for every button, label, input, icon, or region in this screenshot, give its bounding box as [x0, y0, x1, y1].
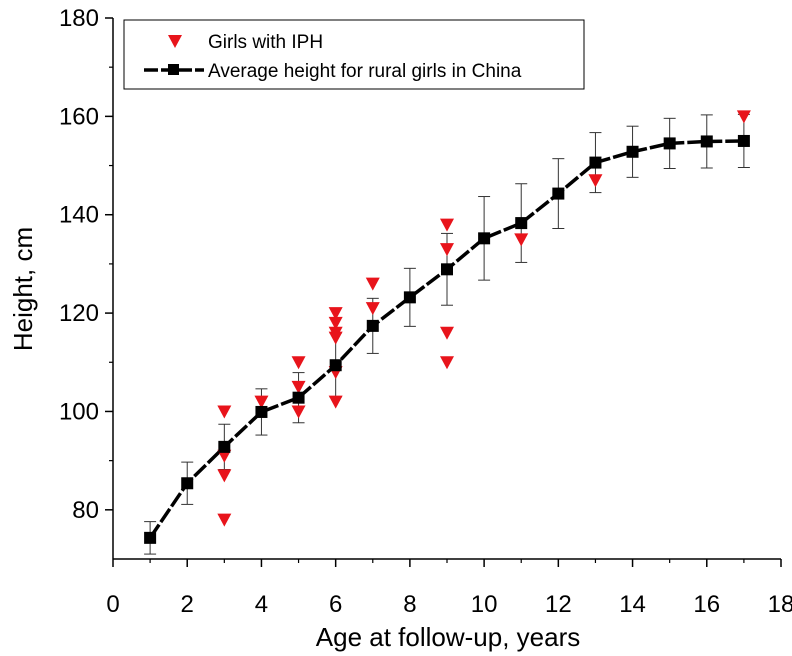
- average-point: [626, 145, 639, 158]
- average-point: [552, 187, 565, 200]
- iph-point: [365, 277, 380, 291]
- average-point: [700, 135, 713, 148]
- x-tick-label: 6: [329, 591, 342, 618]
- average-point: [478, 232, 491, 245]
- average-point: [403, 291, 416, 304]
- iph-point: [217, 449, 232, 463]
- iph-point: [440, 356, 454, 370]
- average-point: [737, 134, 750, 147]
- average-point: [255, 405, 268, 418]
- iph-point: [291, 356, 306, 370]
- legend-box: [123, 19, 585, 90]
- average-point: [218, 440, 231, 453]
- average-point: [663, 137, 676, 150]
- average-point: [366, 319, 379, 332]
- y-tick-label: 160: [59, 103, 99, 130]
- iph-point: [736, 110, 751, 124]
- x-tick-label: 10: [471, 591, 498, 618]
- iph-point: [440, 243, 454, 257]
- x-tick-label: 16: [693, 591, 720, 618]
- iph-point: [291, 380, 306, 394]
- average-point: [144, 531, 157, 544]
- legend-average-marker: [168, 64, 179, 75]
- average-point: [181, 477, 194, 490]
- iph-point: [328, 331, 343, 345]
- average-point: [589, 156, 602, 169]
- y-tick-label: 180: [59, 5, 99, 32]
- iph-point: [328, 307, 343, 321]
- iph-point: [365, 302, 380, 316]
- iph-point: [291, 405, 306, 419]
- x-tick-label: 12: [545, 591, 572, 618]
- x-axis-label: Age at follow-up, years: [316, 622, 580, 652]
- average-point: [329, 359, 342, 372]
- iph-point: [217, 469, 232, 483]
- legend-average-label: Average height for rural girls in China: [208, 61, 522, 82]
- axes: 0 2 4 6 8 10 12 14 16 18 80 100 120 140 160 180: [59, 5, 792, 618]
- y-tick-label: 120: [59, 300, 99, 327]
- iph-point: [217, 513, 232, 527]
- x-tick-label: 0: [106, 591, 119, 618]
- y-tick-label: 100: [59, 398, 99, 425]
- iph-point: [514, 233, 529, 247]
- legend-iph-label: Girls with IPH: [208, 32, 323, 53]
- x-tick-label: 8: [403, 591, 416, 618]
- x-tick-label: 4: [255, 591, 268, 618]
- legend: Girls with IPH Average height for rural …: [123, 19, 585, 90]
- iph-point: [328, 395, 343, 409]
- average-point: [515, 217, 528, 230]
- iph-point: [217, 405, 232, 419]
- iph-points: [217, 110, 751, 527]
- y-axis-label: Height, cm: [8, 227, 38, 351]
- x-tick-label: 14: [619, 591, 646, 618]
- x-tick-label: 2: [181, 591, 194, 618]
- iph-point: [440, 326, 454, 340]
- x-tick-label: 18: [768, 591, 792, 618]
- y-tick-label: 80: [72, 497, 99, 524]
- average-point: [292, 391, 305, 404]
- iph-point: [254, 395, 269, 409]
- average-point: [441, 263, 453, 276]
- iph-point: [588, 174, 603, 188]
- iph-point: [328, 316, 343, 330]
- legend-iph-marker: [168, 35, 182, 48]
- average-points: [144, 134, 750, 544]
- iph-point: [440, 218, 454, 232]
- y-tick-label: 140: [59, 202, 99, 229]
